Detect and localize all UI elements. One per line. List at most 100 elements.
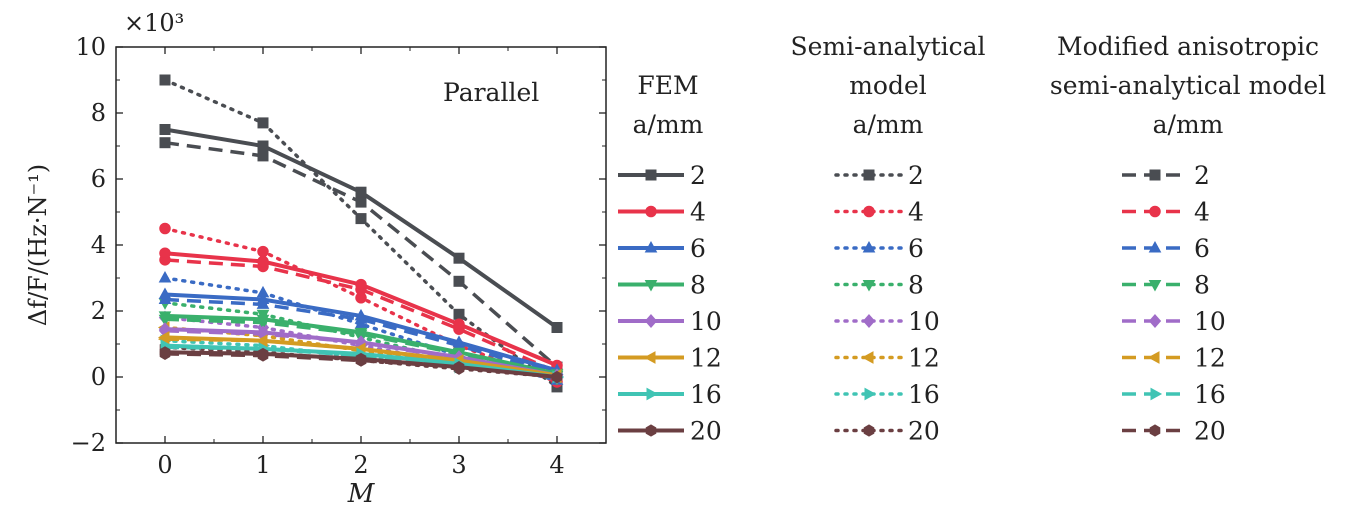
data-point (355, 186, 367, 198)
legend-label: 4 (690, 198, 706, 227)
annotation-label: Parallel (443, 78, 539, 107)
data-point (355, 196, 367, 208)
legend-label: 6 (1194, 234, 1210, 263)
legend-swatch-marker (1147, 351, 1160, 364)
y-tick-label: 6 (91, 165, 106, 193)
legend-swatch-marker (1148, 280, 1162, 292)
legend-label: 20 (908, 417, 940, 446)
data-point (453, 361, 465, 374)
legend-heading-line: model (849, 71, 927, 100)
data-point (453, 275, 465, 287)
legend-heading-line: Modified anisotropic (1057, 32, 1319, 61)
legend-swatch-marker (863, 424, 875, 437)
data-point (453, 318, 465, 330)
legend-label: 8 (1194, 271, 1210, 300)
axes: 0 1 2 3 4 −2 0 2 4 6 8 10 ×10³ Parallel M Δf/F/(Hz·N⁻¹) (24, 9, 607, 509)
legend-label: 10 (908, 307, 940, 336)
legend: FEM a/mm 2 4 6 8 10 12 16 20 Semi-analytical model a… (618, 32, 1326, 446)
data-point (159, 247, 171, 259)
data-point (255, 334, 268, 348)
series-line (163, 276, 559, 383)
x-tick-label: 0 (157, 451, 172, 479)
legend-label: 12 (690, 344, 722, 373)
y-axis-title: Δf/F/(Hz·N⁻¹) (24, 164, 52, 326)
legend-label: 16 (1194, 380, 1226, 409)
data-point (257, 117, 269, 129)
data-point (257, 150, 269, 162)
legend-label: 4 (908, 198, 924, 227)
data-point (157, 331, 170, 344)
data-point (354, 327, 368, 340)
data-point (159, 222, 171, 235)
legend-label: 16 (690, 380, 722, 409)
legend-swatch-marker (1149, 205, 1161, 218)
legend-swatch-marker (1150, 387, 1163, 401)
series-solid-a20 (159, 346, 563, 384)
legend-swatch-marker (862, 314, 876, 329)
x-axis-title: M (347, 479, 376, 509)
data-point (453, 252, 465, 264)
data-point (452, 335, 466, 347)
axis-multiplier: ×10³ (124, 9, 184, 37)
legend-heading-line: Semi-analytical (790, 32, 985, 61)
legend-label: 2 (690, 161, 706, 190)
legend-label: 12 (1194, 344, 1226, 373)
legend-heading-line: a/mm (633, 110, 704, 139)
data-point (355, 213, 367, 225)
legend-label: 6 (908, 234, 924, 263)
y-tick-label: 8 (91, 99, 106, 127)
data-point (355, 278, 367, 291)
legend-label: 8 (908, 271, 924, 300)
legend-label: 20 (1194, 417, 1226, 446)
legend-swatch-marker (1148, 314, 1162, 329)
legend-heading-line: FEM (637, 71, 698, 100)
legend-label: 10 (690, 307, 722, 336)
data-point (355, 352, 367, 365)
y-tick-label: 0 (91, 363, 106, 391)
legend-swatch-marker (1149, 424, 1161, 437)
x-tick-label: 4 (549, 451, 564, 479)
legend-swatch-marker (646, 387, 659, 401)
legend-label: 2 (908, 161, 924, 190)
data-point (257, 347, 269, 360)
legend-group-1: Semi-analytical model a/mm 2 4 6 8 10 12 16 20 (790, 32, 985, 446)
legend-heading-line: semi-analytical model (1050, 71, 1326, 100)
data-point (551, 370, 563, 384)
x-tick-label: 3 (451, 451, 466, 479)
plot-area (157, 74, 565, 393)
data-point (257, 140, 269, 152)
data-point (453, 308, 465, 320)
legend-swatch-marker (644, 240, 658, 253)
data-point (159, 124, 171, 135)
data-point (159, 137, 171, 149)
data-point (257, 245, 269, 258)
data-point (354, 308, 368, 321)
legend-label: 10 (1194, 307, 1226, 336)
legend-group-2: Modified anisotropic semi-analytical mode… (1050, 32, 1326, 446)
legend-swatch-marker (644, 280, 658, 292)
legend-swatch-marker (644, 314, 658, 329)
series-line (164, 297, 558, 376)
legend-heading-line: a/mm (853, 110, 924, 139)
legend-label: 4 (1194, 198, 1210, 227)
y-tick-label: −2 (71, 429, 106, 457)
legend-swatch-marker (864, 387, 877, 401)
data-point (256, 292, 270, 304)
legend-label: 6 (690, 234, 706, 263)
legend-label: 16 (908, 380, 940, 409)
legend-swatch-marker (863, 205, 875, 218)
legend-swatch-marker (862, 240, 876, 253)
data-point (257, 255, 269, 268)
x-tick-label: 1 (255, 451, 270, 479)
data-point (551, 322, 563, 333)
data-point (159, 346, 171, 359)
legend-swatch-marker (1149, 169, 1161, 181)
legend-swatch-marker (643, 351, 656, 364)
data-point (158, 311, 172, 323)
x-tick-label: 2 (353, 451, 368, 479)
y-tick-label: 10 (75, 33, 106, 61)
legend-label: 2 (1194, 161, 1210, 190)
legend-swatch-marker (862, 280, 876, 292)
legend-swatch-marker (863, 169, 875, 181)
